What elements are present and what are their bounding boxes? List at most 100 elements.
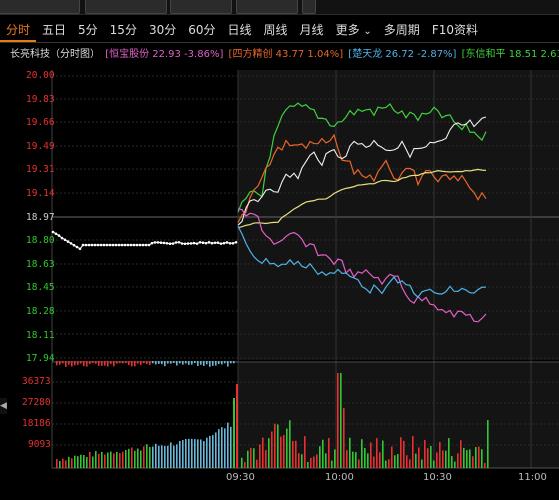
tab-weekly[interactable]: 周线 (263, 23, 288, 37)
volume-bar (92, 456, 94, 468)
auction-bar (170, 361, 172, 364)
volume-bar (430, 445, 432, 468)
volume-bar (122, 451, 124, 468)
auction-bar (71, 361, 73, 367)
volume-bar (224, 428, 226, 468)
auction-bar (80, 361, 82, 364)
toolbar-button-3[interactable] (170, 0, 232, 14)
volume-bar (167, 445, 169, 468)
volume-bar (436, 452, 438, 468)
volume-bar (191, 438, 193, 468)
tab-30min[interactable]: 30分 (148, 23, 177, 37)
volume-bar (131, 447, 133, 468)
volume-bar (218, 429, 220, 468)
volume-bar (355, 452, 357, 468)
volume-bar (221, 427, 223, 468)
price-lines (51, 102, 487, 323)
auction-bar (215, 361, 217, 366)
volume-bar (325, 453, 327, 468)
volume-bar (113, 453, 115, 468)
tab-15min[interactable]: 15分 (109, 23, 137, 37)
volume-bar (292, 440, 294, 468)
volume-bar (373, 456, 375, 468)
pre-market-dot (198, 240, 202, 244)
pre-market-dot (162, 241, 166, 245)
volume-bar (209, 435, 211, 468)
y-tick-down-0: 18.80 (26, 235, 55, 246)
volume-bar (340, 373, 342, 468)
legend-item-hengbao[interactable]: [恒宝股份 22.93 -3.86%] (105, 49, 224, 60)
tab-monthly[interactable]: 月线 (299, 23, 324, 37)
auction-bar (158, 361, 160, 364)
auction-bar (128, 361, 130, 366)
legend-item-dongxin[interactable]: [东信和平 18.51 2.61%] (461, 49, 559, 60)
x-tick-1030: 10:30 (423, 472, 452, 483)
volume-bar (328, 437, 330, 468)
tab-daily[interactable]: 日线 (227, 23, 252, 37)
tab-intraday[interactable]: 分时 (0, 18, 37, 42)
volume-bar (283, 434, 285, 468)
volume-bar (280, 436, 282, 468)
auction-bar (62, 361, 64, 364)
volume-bar (286, 428, 288, 468)
series-sifang-line (237, 133, 487, 223)
volume-bar (334, 449, 336, 468)
pre-market-dot (57, 234, 61, 237)
volume-bar (230, 426, 232, 468)
volume-bar (253, 448, 255, 468)
volume-bar (173, 445, 175, 468)
y-tick-mid: 18.97 (26, 212, 55, 223)
pre-market-dot (174, 241, 178, 244)
auction-bar (146, 361, 148, 365)
auction-bar (134, 361, 136, 367)
volume-bar (301, 454, 303, 468)
auction-bar (152, 361, 154, 364)
tab-more[interactable]: 更多 ⌄ (330, 18, 378, 42)
pre-market-dot (87, 243, 91, 247)
volume-bar (385, 460, 387, 468)
volume-bar (146, 444, 148, 468)
pre-market-dot (156, 241, 160, 244)
legend-item-sifang[interactable]: [四方精创 43.77 1.04%] (228, 49, 344, 60)
pre-market-dot (84, 243, 88, 247)
volume-bar (295, 440, 297, 468)
tab-60min[interactable]: 60分 (188, 23, 216, 37)
y-tick-up-5: 19.14 (26, 188, 55, 199)
pre-market-dot (180, 242, 184, 245)
legend-item-chutianlong[interactable]: [楚天龙 26.72 -2.87%] (348, 49, 457, 60)
volume-bar (110, 451, 112, 468)
volume-bar (271, 431, 273, 468)
volume-bar (274, 423, 276, 468)
tab-five-day[interactable]: 五日 (42, 23, 67, 37)
volume-bar (478, 446, 480, 468)
toolbar-button-4[interactable] (236, 0, 298, 14)
collapse-left-icon[interactable]: ◀ (0, 398, 7, 414)
toolbar-button-2[interactable] (85, 0, 167, 14)
pre-market-dot (66, 240, 70, 243)
tab-multi-period[interactable]: 多周期 (383, 23, 420, 37)
volume-bar (304, 436, 306, 468)
pre-market-dot (150, 241, 154, 245)
pre-market-dot (183, 242, 187, 246)
auction-bar (182, 361, 184, 365)
auction-bar (161, 361, 163, 365)
toolbar-button-1[interactable] (0, 0, 80, 14)
pre-market-dot (60, 236, 64, 240)
series-average-line (237, 168, 487, 229)
pre-market-dot (195, 242, 199, 245)
series-chutianlong-line (237, 226, 487, 298)
pre-market-dot (159, 241, 163, 245)
tab-5min[interactable]: 5分 (78, 23, 98, 37)
y-tick-down-2: 18.45 (26, 282, 55, 293)
tab-f10[interactable]: F10资料 (431, 23, 478, 37)
chart-grid (51, 70, 559, 469)
pre-market-dot (120, 243, 124, 247)
auction-bar (98, 361, 100, 366)
volume-bar (409, 459, 411, 468)
volume-bar (358, 459, 360, 468)
toolbar-button-5[interactable] (302, 0, 316, 14)
auction-bar (224, 361, 226, 364)
volume-bar (152, 446, 154, 468)
pre-market-dot (234, 240, 238, 244)
